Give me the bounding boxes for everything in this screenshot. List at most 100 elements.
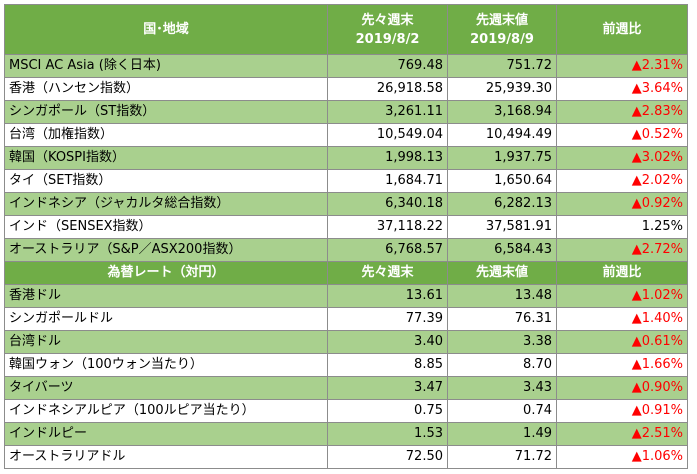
- index-row: インドネシア（ジャカルタ総合指数） 6,340.18 6,282.13 ▲0.92%: [4, 192, 688, 216]
- market-summary-table: 国･地域 先々週末 2019/8/2 先週末値 2019/8/9 前週比 MSC…: [4, 4, 688, 469]
- fx-row: タイバーツ 3.47 3.43 ▲0.90%: [4, 376, 688, 400]
- row-prev-value: 751.72: [447, 54, 557, 78]
- header-prev2-date: 2019/8/2: [355, 31, 420, 47]
- row-name: オーストラリアドル: [4, 445, 328, 469]
- row-change-value: ▲1.66%: [556, 353, 688, 377]
- row-change-value: ▲0.92%: [556, 192, 688, 216]
- row-prev2-value: 6,768.57: [327, 238, 448, 262]
- fx-row: シンガポールドル 77.39 76.31 ▲1.40%: [4, 307, 688, 331]
- header-prev2-week: 先々週末 2019/8/2: [327, 4, 448, 55]
- row-name: MSCI AC Asia (除く日本): [4, 54, 328, 78]
- index-row: 香港（ハンセン指数） 26,918.58 25,939.30 ▲3.64%: [4, 77, 688, 101]
- row-prev2-value: 3.47: [327, 376, 448, 400]
- row-prev2-value: 10,549.04: [327, 123, 448, 147]
- row-prev2-value: 0.75: [327, 399, 448, 423]
- fx-row: 台湾ドル 3.40 3.38 ▲0.61%: [4, 330, 688, 354]
- row-prev2-value: 37,118.22: [327, 215, 448, 239]
- fx-header-row: 為替レート（対円） 先々週末 先週末値 前週比: [4, 261, 688, 285]
- header-prev-date: 2019/8/9: [470, 31, 534, 47]
- row-change-value: ▲1.02%: [556, 284, 688, 308]
- row-prev2-value: 3.40: [327, 330, 448, 354]
- header-fx-week-change: 前週比: [556, 261, 688, 285]
- row-prev2-value: 769.48: [327, 54, 448, 78]
- row-change-value: ▲2.83%: [556, 100, 688, 124]
- row-prev2-value: 1,684.71: [327, 169, 448, 193]
- row-prev2-value: 8.85: [327, 353, 448, 377]
- index-row: インド（SENSEX指数） 37,118.22 37,581.91 1.25%: [4, 215, 688, 239]
- row-name: インドネシアルピア（100ルピア当たり）: [4, 399, 328, 423]
- row-prev2-value: 72.50: [327, 445, 448, 469]
- index-row: オーストラリア（S&P／ASX200指数） 6,768.57 6,584.43 ▲2.…: [4, 238, 688, 262]
- row-change-value: 1.25%: [556, 215, 688, 239]
- row-name: タイ（SET指数）: [4, 169, 328, 193]
- row-name: シンガポールドル: [4, 307, 328, 331]
- row-name: インドルピー: [4, 422, 328, 446]
- index-row: 台湾（加権指数） 10,549.04 10,494.49 ▲0.52%: [4, 123, 688, 147]
- row-name: タイバーツ: [4, 376, 328, 400]
- row-prev-value: 6,282.13: [447, 192, 557, 216]
- fx-row: インドルピー 1.53 1.49 ▲2.51%: [4, 422, 688, 446]
- row-name: インドネシア（ジャカルタ総合指数）: [4, 192, 328, 216]
- row-prev-value: 25,939.30: [447, 77, 557, 101]
- row-prev-value: 6,584.43: [447, 238, 557, 262]
- row-change-value: ▲0.90%: [556, 376, 688, 400]
- row-prev-value: 1,650.64: [447, 169, 557, 193]
- row-change-value: ▲2.02%: [556, 169, 688, 193]
- row-prev2-value: 6,340.18: [327, 192, 448, 216]
- row-name: 香港ドル: [4, 284, 328, 308]
- row-name: 韓国ウォン（100ウォン当たり）: [4, 353, 328, 377]
- index-row: MSCI AC Asia (除く日本) 769.48 751.72 ▲2.31%: [4, 54, 688, 78]
- fx-row: 韓国ウォン（100ウォン当たり） 8.85 8.70 ▲1.66%: [4, 353, 688, 377]
- row-change-value: ▲0.91%: [556, 399, 688, 423]
- row-name: 香港（ハンセン指数）: [4, 77, 328, 101]
- row-prev-value: 1,937.75: [447, 146, 557, 170]
- fx-row: 香港ドル 13.61 13.48 ▲1.02%: [4, 284, 688, 308]
- index-row: シンガポール（ST指数） 3,261.11 3,168.94 ▲2.83%: [4, 100, 688, 124]
- row-prev-value: 8.70: [447, 353, 557, 377]
- row-change-value: ▲2.51%: [556, 422, 688, 446]
- row-change-value: ▲1.06%: [556, 445, 688, 469]
- row-name: シンガポール（ST指数）: [4, 100, 328, 124]
- header-prev-week: 先週末値 2019/8/9: [447, 4, 557, 55]
- row-change-value: ▲3.64%: [556, 77, 688, 101]
- row-prev-value: 71.72: [447, 445, 557, 469]
- row-prev-value: 3.38: [447, 330, 557, 354]
- fx-row: オーストラリアドル 72.50 71.72 ▲1.06%: [4, 445, 688, 469]
- row-prev-value: 0.74: [447, 399, 557, 423]
- row-change-value: ▲2.31%: [556, 54, 688, 78]
- row-name: 韓国（KOSPI指数）: [4, 146, 328, 170]
- row-name: オーストラリア（S&P／ASX200指数）: [4, 238, 328, 262]
- row-prev2-value: 3,261.11: [327, 100, 448, 124]
- table-body: 国･地域 先々週末 2019/8/2 先週末値 2019/8/9 前週比 MSC…: [4, 4, 688, 469]
- index-row: タイ（SET指数） 1,684.71 1,650.64 ▲2.02%: [4, 169, 688, 193]
- row-change-value: ▲2.72%: [556, 238, 688, 262]
- row-prev-value: 76.31: [447, 307, 557, 331]
- fx-row: インドネシアルピア（100ルピア当たり） 0.75 0.74 ▲0.91%: [4, 399, 688, 423]
- row-prev2-value: 1,998.13: [327, 146, 448, 170]
- header-week-change: 前週比: [556, 4, 688, 55]
- row-prev-value: 3,168.94: [447, 100, 557, 124]
- market-table-container: 国･地域 先々週末 2019/8/2 先週末値 2019/8/9 前週比 MSC…: [4, 4, 688, 469]
- header-prev2-label: 先々週末: [361, 12, 414, 28]
- row-prev2-value: 77.39: [327, 307, 448, 331]
- header-fx-prev2-week: 先々週末: [327, 261, 448, 285]
- row-name: 台湾ドル: [4, 330, 328, 354]
- row-change-value: ▲0.61%: [556, 330, 688, 354]
- row-prev-value: 13.48: [447, 284, 557, 308]
- header-region: 国･地域: [4, 4, 328, 55]
- row-prev-value: 37,581.91: [447, 215, 557, 239]
- row-change-value: ▲0.52%: [556, 123, 688, 147]
- row-change-value: ▲1.40%: [556, 307, 688, 331]
- index-header-row: 国･地域 先々週末 2019/8/2 先週末値 2019/8/9 前週比: [4, 4, 688, 55]
- row-prev2-value: 26,918.58: [327, 77, 448, 101]
- index-row: 韓国（KOSPI指数） 1,998.13 1,937.75 ▲3.02%: [4, 146, 688, 170]
- row-prev-value: 10,494.49: [447, 123, 557, 147]
- row-prev2-value: 13.61: [327, 284, 448, 308]
- row-name: 台湾（加権指数）: [4, 123, 328, 147]
- row-prev2-value: 1.53: [327, 422, 448, 446]
- header-fx-currency: 為替レート（対円）: [4, 261, 328, 285]
- row-prev-value: 3.43: [447, 376, 557, 400]
- row-name: インド（SENSEX指数）: [4, 215, 328, 239]
- header-prev-label: 先週末値: [475, 12, 528, 28]
- row-change-value: ▲3.02%: [556, 146, 688, 170]
